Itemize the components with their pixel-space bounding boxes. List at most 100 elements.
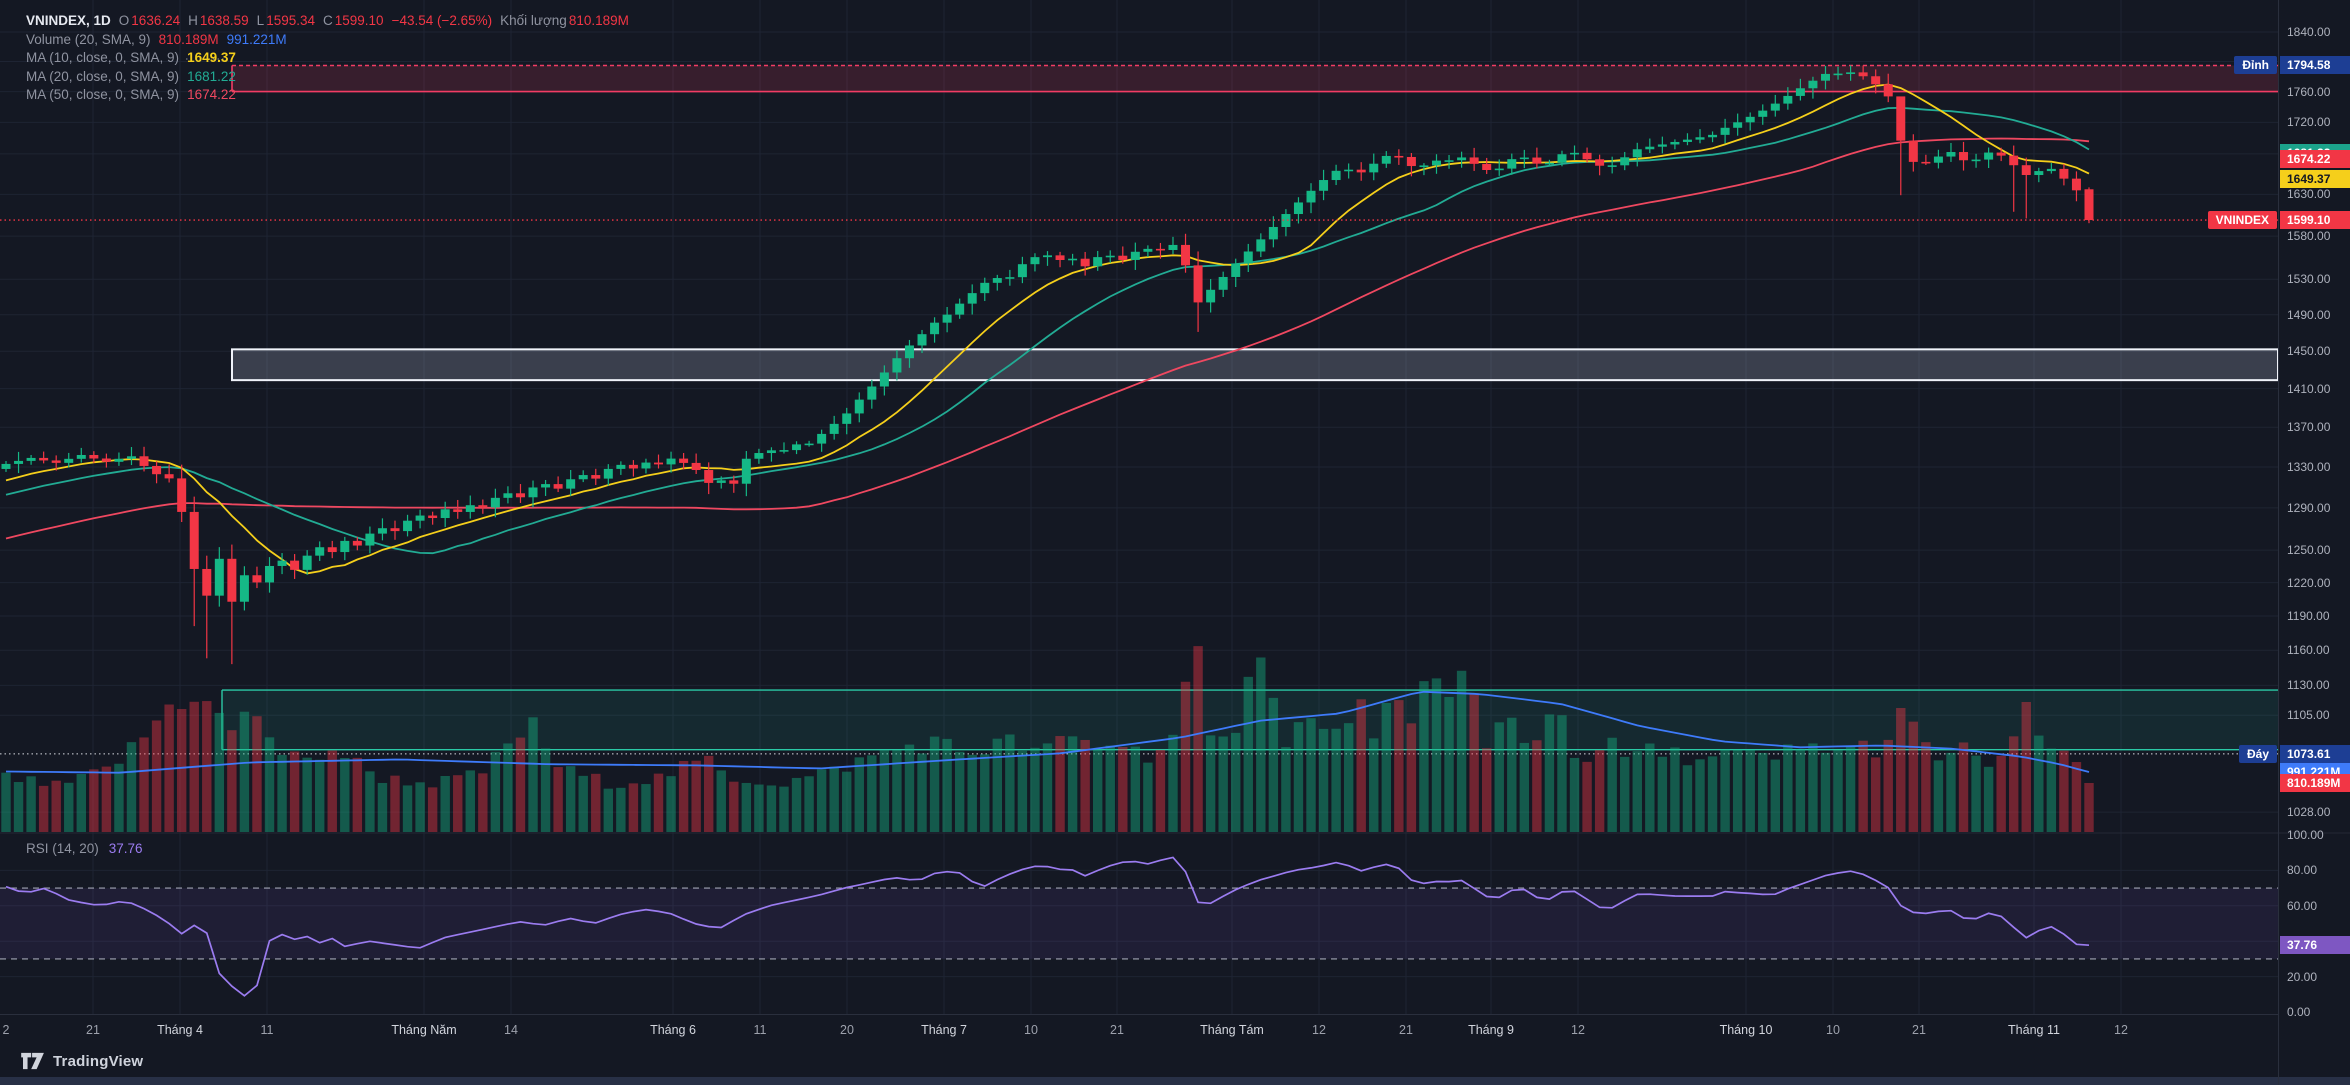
price-scale-label: 1410.00 xyxy=(2287,381,2331,396)
indicator-row-ma20[interactable]: MA (20, close, 0, SMA, 9) 1681.22 xyxy=(26,68,629,87)
legend: VNINDEX, 1D O 1636.24 H 1638.59 L 1595.34 C… xyxy=(26,12,629,105)
time-axis-label: Tháng 9 xyxy=(1468,1023,1514,1037)
close-value: 1599.10 xyxy=(334,13,384,28)
price-scale-label: 1220.00 xyxy=(2287,575,2331,590)
time-axis-label: 11 xyxy=(260,1023,274,1037)
level-tag: Đáy xyxy=(2238,744,2277,763)
rsi-scale-label: 80.00 xyxy=(2287,863,2318,878)
price-badge: 1674.22 xyxy=(2280,149,2350,168)
price-badge: 810.189M xyxy=(2280,773,2350,792)
price-badge: 37.76 xyxy=(2280,936,2350,955)
indicator-label: MA (20, close, 0, SMA, 9) xyxy=(26,68,180,84)
time-axis-label: Tháng 10 xyxy=(1719,1023,1773,1037)
symbol-title: VNINDEX, 1D xyxy=(26,13,111,28)
price-scale-label: 1190.00 xyxy=(2287,608,2330,623)
rsi-scale-label: 0.00 xyxy=(2287,1005,2311,1019)
time-axis[interactable]: 2 21 Tháng 4 11 Tháng Năm 14 Tháng 6 11 20 Tháng … xyxy=(0,1014,2278,1049)
rsi-scale-label: 60.00 xyxy=(2287,898,2318,913)
mid-zone xyxy=(231,348,2278,382)
open-label: O xyxy=(118,13,130,28)
indicator-label: MA (10, close, 0, SMA, 9) xyxy=(26,50,180,66)
volume-series xyxy=(1,646,2094,832)
ma20-value: 1681.22 xyxy=(187,68,236,84)
rsi-line xyxy=(5,856,2090,997)
footer-brand[interactable]: TradingView xyxy=(20,1051,143,1071)
indicator-label: Volume (20, SMA, 9) xyxy=(26,31,151,47)
time-axis-label: 21 xyxy=(1912,1023,1926,1037)
footer-brand-text: TradingView xyxy=(53,1052,144,1070)
ma50-value: 1674.22 xyxy=(187,87,236,103)
volume-value: 810.189M xyxy=(568,13,629,28)
rsi-value: 37.76 xyxy=(108,841,143,856)
volume-sma-line xyxy=(5,690,2090,774)
price-badge: 1073.61 xyxy=(2280,744,2350,763)
rsi-scale-label: 20.00 xyxy=(2287,969,2318,984)
low-value: 1595.34 xyxy=(266,13,315,28)
high-value: 1638.59 xyxy=(199,13,249,28)
close-label: C xyxy=(323,13,333,28)
price-scale-label: 1250.00 xyxy=(2287,543,2331,558)
indicator-row-ma50[interactable]: MA (50, close, 0, SMA, 9) 1674.22 xyxy=(26,86,629,105)
price-scale-label: 1840.00 xyxy=(2287,25,2331,39)
price-scale-label: 1330.00 xyxy=(2287,459,2331,474)
time-axis-label: 20 xyxy=(840,1023,854,1037)
time-axis-label: 2 xyxy=(2,1023,10,1037)
volume-current: 810.189M xyxy=(158,31,219,47)
highlight-zones xyxy=(221,64,2278,751)
chart-series-root xyxy=(0,0,2278,1014)
price-scale-label: 1580.00 xyxy=(2287,229,2331,244)
time-axis-label: Tháng Tám xyxy=(1200,1023,1264,1037)
price-scale-label: 1720.00 xyxy=(2287,115,2331,130)
rsi-pane xyxy=(0,856,2278,997)
time-axis-label: 10 xyxy=(1024,1023,1038,1037)
time-axis-label: Tháng 7 xyxy=(921,1023,967,1037)
price-scale-label: 1028.00 xyxy=(2287,805,2331,820)
low-label: L xyxy=(256,13,265,28)
ma10-line xyxy=(5,83,2090,575)
price-scale-label: 1490.00 xyxy=(2287,307,2331,322)
price-badge: 1794.58 xyxy=(2280,56,2350,75)
price-scale-label: 1630.00 xyxy=(2287,187,2331,202)
price-scale-axis[interactable]: 1840.00 1760.00 1720.00 1630.00 1580.00 1530.… xyxy=(2278,0,2350,1085)
bottom-strip xyxy=(0,1077,2350,1085)
time-axis-label: Tháng 6 xyxy=(650,1023,696,1037)
price-scale-label: 1530.00 xyxy=(2287,272,2331,287)
price-badge: 1599.10 xyxy=(2280,211,2350,230)
volume-sma-value: 991.221M xyxy=(226,31,287,47)
candlestick-series xyxy=(1,65,2094,665)
symbol-row[interactable]: VNINDEX, 1D O 1636.24 H 1638.59 L 1595.34 C… xyxy=(26,12,629,31)
rsi-scale-label: 100.00 xyxy=(2287,828,2324,842)
time-axis-label: 21 xyxy=(86,1023,100,1037)
level-tag: VNINDEX xyxy=(2207,211,2277,230)
ma50-line xyxy=(5,137,2090,540)
price-scale-label: 1760.00 xyxy=(2287,84,2331,99)
high-label: H xyxy=(188,13,198,28)
time-axis-label: 21 xyxy=(1399,1023,1413,1037)
time-axis-label: 11 xyxy=(753,1023,767,1037)
time-axis-label: 14 xyxy=(504,1023,518,1037)
change-value: −43.54 (−2.65%) xyxy=(391,13,493,28)
time-axis-label: 12 xyxy=(1571,1023,1585,1037)
ma10-value: 1649.37 xyxy=(187,50,236,66)
rsi-legend-row[interactable]: RSI (14, 20) 37.76 xyxy=(26,841,143,856)
tradingview-logo-icon xyxy=(21,1052,44,1070)
time-axis-label: 10 xyxy=(1826,1023,1840,1037)
time-axis-label: Tháng Năm xyxy=(391,1023,457,1037)
level-tag: Đỉnh xyxy=(2234,56,2277,75)
ma20-line xyxy=(5,106,2090,555)
price-scale-label: 1370.00 xyxy=(2287,420,2331,435)
price-badge: 1649.37 xyxy=(2280,169,2350,188)
indicator-row-volume[interactable]: Volume (20, SMA, 9) 810.189M 991.221M xyxy=(26,31,629,50)
price-scale-label: 1290.00 xyxy=(2287,500,2331,515)
rsi-label: RSI (14, 20) xyxy=(26,841,99,856)
indicator-row-ma10[interactable]: MA (10, close, 0, SMA, 9) 1649.37 xyxy=(26,49,629,68)
resistance-zone xyxy=(232,65,2278,92)
time-axis-label: Tháng 11 xyxy=(2008,1023,2060,1037)
price-scale-label: 1130.00 xyxy=(2287,678,2330,693)
price-scale-label: 1450.00 xyxy=(2287,344,2331,359)
time-axis-label: Tháng 4 xyxy=(157,1023,203,1037)
price-scale-label: 1105.00 xyxy=(2287,708,2330,723)
volume-label: Khối lượng xyxy=(500,13,567,28)
time-axis-label: 12 xyxy=(1312,1023,1326,1037)
